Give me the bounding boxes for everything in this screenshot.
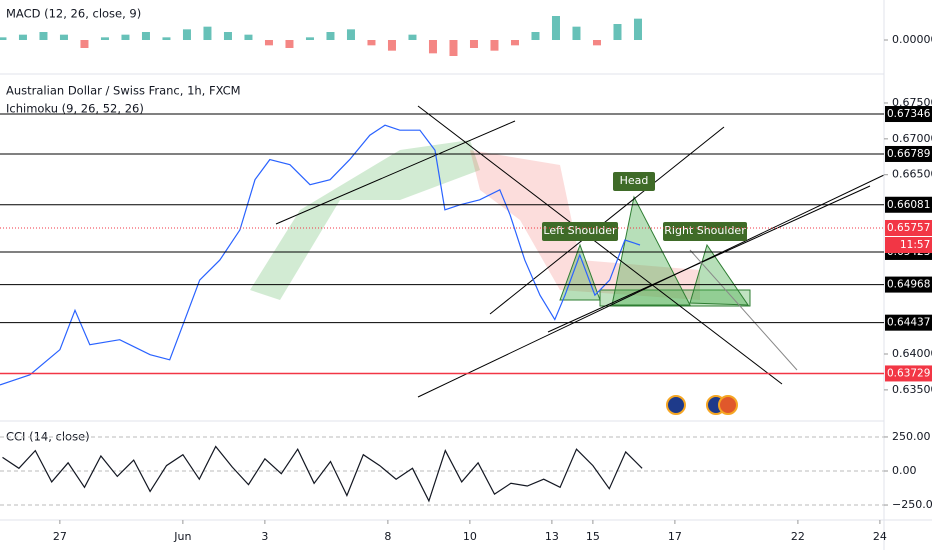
key-level-label: 0.63729	[887, 367, 930, 379]
ichimoku-title: Ichimoku (9, 26, 52, 26)	[6, 102, 144, 116]
bar	[264, 40, 273, 46]
bar	[326, 32, 335, 40]
level-label: 0.66081	[887, 199, 930, 211]
y-tick-label: 0.00	[892, 464, 917, 477]
last-price-label: 0.65757	[887, 222, 930, 234]
x-tick-label: 27	[53, 530, 67, 543]
annotation: Right Shoulder	[664, 224, 746, 237]
ichimoku-cloud	[250, 140, 700, 300]
bar	[59, 34, 68, 40]
y-tick-label: 250.00	[892, 430, 931, 443]
bar	[162, 37, 171, 40]
bar	[428, 40, 437, 54]
bar	[346, 29, 355, 40]
x-tick-label: Jun	[173, 530, 191, 543]
annotation: Left Shoulder	[543, 224, 617, 237]
annotations: Head Left Shoulder Right Shoulder	[542, 172, 747, 241]
events	[666, 395, 738, 415]
bar	[531, 32, 540, 40]
pattern	[559, 195, 751, 307]
level-box	[885, 314, 932, 331]
series-line	[2, 445, 643, 503]
bar	[39, 32, 48, 40]
x-tick-label: 3	[261, 530, 268, 543]
bar	[408, 34, 417, 40]
bar	[203, 26, 212, 40]
level-box	[885, 196, 932, 213]
bar	[223, 32, 232, 40]
x-tick-label: 17	[668, 530, 682, 543]
bar	[18, 34, 27, 40]
x-tick-label: 13	[545, 530, 559, 543]
macd-title: MACD (12, 26, close, 9)	[6, 7, 141, 21]
cci-title: CCI (14, close)	[6, 430, 90, 444]
level-box	[885, 276, 932, 293]
level-box	[885, 106, 932, 123]
annotation: Head	[620, 174, 649, 187]
bar	[551, 16, 560, 40]
bar	[182, 29, 191, 40]
bar	[100, 37, 109, 40]
bar	[572, 26, 581, 40]
bar	[449, 40, 458, 56]
countdown-box	[885, 236, 932, 253]
bar	[490, 40, 499, 51]
bar	[305, 37, 314, 40]
bar	[592, 40, 601, 46]
x-tick-label: 8	[384, 530, 391, 543]
countdown: 11:57	[900, 239, 930, 251]
x-tick-label: 22	[791, 530, 805, 543]
last-price-box	[885, 219, 932, 236]
key-level-box	[885, 365, 932, 382]
level-box	[885, 145, 932, 162]
bar	[387, 40, 396, 51]
series-line	[0, 124, 641, 386]
level-label: 0.66789	[887, 148, 930, 160]
bar	[121, 34, 130, 40]
bar	[285, 40, 294, 48]
bar	[633, 18, 642, 40]
bar	[244, 34, 253, 40]
bar	[367, 40, 376, 46]
bar	[510, 40, 519, 46]
price-title: Australian Dollar / Swiss Franc, 1h, FXC…	[6, 84, 241, 98]
bar	[0, 37, 7, 40]
bar	[80, 40, 89, 48]
level-label: 0.64968	[887, 279, 930, 291]
bar	[469, 40, 478, 48]
x-tick-label: 15	[586, 530, 600, 543]
level-label: 0.64437	[887, 317, 930, 329]
trendlines	[275, 105, 885, 398]
x-tick-label: 10	[463, 530, 477, 543]
bar	[613, 24, 622, 40]
y-tick-label: −250.00	[892, 498, 932, 511]
level-label: 0.67346	[887, 108, 931, 120]
x-tick-label: 24	[873, 530, 887, 543]
bar	[141, 32, 150, 40]
